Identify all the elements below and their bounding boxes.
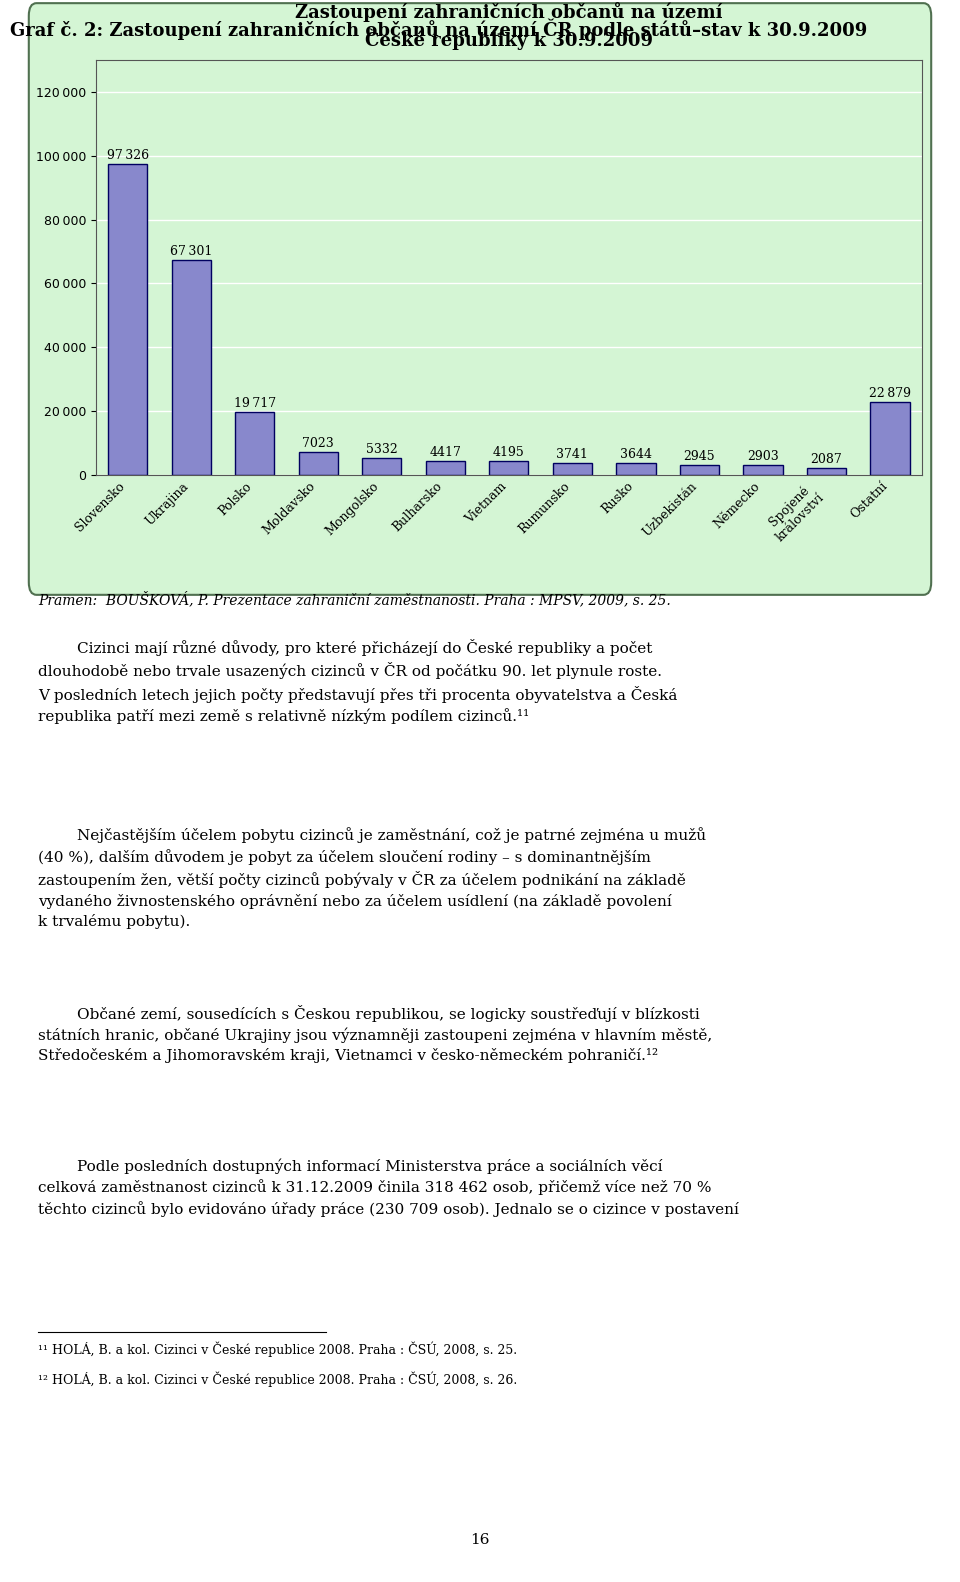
Text: 67 301: 67 301 — [170, 245, 212, 258]
Text: 2903: 2903 — [747, 451, 779, 464]
Text: 2945: 2945 — [684, 451, 715, 464]
Text: 22 879: 22 879 — [869, 386, 911, 400]
Text: 16: 16 — [470, 1533, 490, 1547]
Text: 4417: 4417 — [429, 446, 461, 459]
Text: ¹² HOLÁ, B. a kol. ​Cizinci v České republice 2008​. Praha : ČSÚ, 2008, s. 26.: ¹² HOLÁ, B. a kol. ​Cizinci v České repu… — [38, 1372, 517, 1387]
Text: 7023: 7023 — [302, 437, 334, 451]
Bar — [108, 165, 148, 475]
Text: 3741: 3741 — [557, 448, 588, 460]
Text: 4195: 4195 — [492, 446, 525, 459]
Bar — [489, 462, 529, 475]
Text: ¹¹ HOLÁ, B. a kol. ​Cizinci v České republice 2008​. Praha : ČSÚ, 2008, s. 25.: ¹¹ HOLÁ, B. a kol. ​Cizinci v České repu… — [38, 1342, 517, 1357]
Bar — [680, 465, 719, 475]
Bar — [743, 465, 782, 475]
Bar — [553, 462, 592, 475]
Text: Nejčastějším účelem pobytu cizinců je zaměstnání, což je patrné zejména u mužů
(: Nejčastějším účelem pobytu cizinců je za… — [38, 827, 707, 929]
Bar — [806, 468, 846, 475]
Title: Zastoupení zahraničních občanů na území
České republiky k 30.9.2009: Zastoupení zahraničních občanů na území … — [295, 2, 723, 51]
Bar — [362, 457, 401, 475]
Bar — [870, 402, 909, 475]
Text: 3644: 3644 — [620, 448, 652, 460]
Text: Podle posledních dostupných informací Ministerstva práce a sociálních věcí
celko: Podle posledních dostupných informací Mi… — [38, 1158, 739, 1217]
Text: 2087: 2087 — [810, 452, 842, 467]
Bar — [425, 460, 465, 475]
Bar — [235, 411, 275, 475]
Text: 97 326: 97 326 — [107, 149, 149, 163]
Text: Pramen:  BOUŠKOVÁ, P. Prezentace zahraniční zaměstnanosti. Praha : MPSV, 2009, s: Pramen: BOUŠKOVÁ, P. Prezentace zahranič… — [38, 592, 671, 607]
Text: Graf č. 2: Zastoupení zahraničních občanů na území ČR podle států–stav k 30.9.20: Graf č. 2: Zastoupení zahraničních občan… — [10, 19, 867, 41]
Text: 19 717: 19 717 — [233, 397, 276, 410]
Bar — [172, 259, 211, 475]
Text: 5332: 5332 — [366, 443, 397, 456]
Bar — [616, 464, 656, 475]
Text: Občané zemí, sousedících s Českou republikou, se logicky soustřeďují v blízkosti: Občané zemí, sousedících s Českou republ… — [38, 1005, 712, 1063]
Bar — [299, 452, 338, 475]
Text: Cizinci mají různé důvody, pro které přicházejí do České republiky a počet
dlouh: Cizinci mají různé důvody, pro které při… — [38, 639, 678, 725]
